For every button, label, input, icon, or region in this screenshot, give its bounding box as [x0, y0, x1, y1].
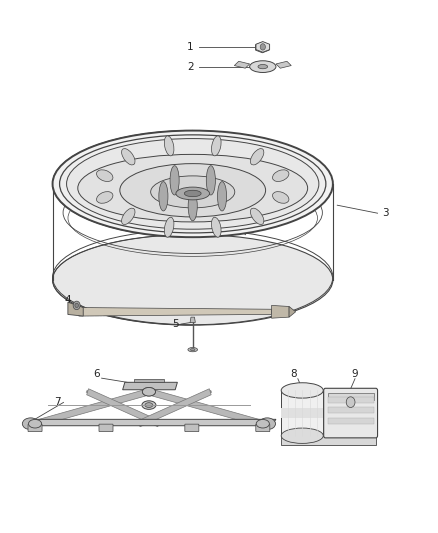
Polygon shape: [134, 379, 164, 382]
Polygon shape: [276, 61, 291, 68]
Ellipse shape: [188, 191, 197, 221]
Ellipse shape: [164, 217, 174, 237]
Polygon shape: [53, 131, 193, 325]
Polygon shape: [328, 397, 374, 403]
Polygon shape: [35, 389, 149, 427]
Ellipse shape: [188, 348, 198, 352]
Polygon shape: [256, 42, 270, 52]
Ellipse shape: [281, 428, 323, 443]
Ellipse shape: [96, 170, 113, 181]
Polygon shape: [281, 390, 323, 436]
Ellipse shape: [122, 149, 135, 165]
Polygon shape: [79, 308, 272, 316]
Ellipse shape: [272, 192, 289, 203]
Polygon shape: [272, 305, 289, 318]
Ellipse shape: [159, 182, 168, 211]
Polygon shape: [328, 418, 374, 424]
Ellipse shape: [206, 166, 215, 195]
Ellipse shape: [212, 136, 221, 156]
FancyBboxPatch shape: [99, 424, 113, 432]
Polygon shape: [26, 419, 276, 426]
Polygon shape: [87, 389, 159, 427]
Text: 6: 6: [93, 369, 100, 379]
FancyBboxPatch shape: [324, 388, 378, 438]
Text: 4: 4: [64, 295, 71, 305]
Ellipse shape: [164, 136, 174, 156]
Circle shape: [346, 397, 355, 407]
Polygon shape: [190, 317, 195, 322]
Polygon shape: [281, 436, 376, 446]
Ellipse shape: [142, 401, 156, 409]
Polygon shape: [255, 42, 269, 53]
Polygon shape: [148, 389, 263, 427]
Polygon shape: [138, 389, 211, 427]
Circle shape: [75, 303, 78, 308]
Circle shape: [73, 301, 80, 310]
Ellipse shape: [176, 187, 209, 200]
Polygon shape: [234, 61, 250, 68]
Ellipse shape: [258, 64, 268, 69]
Ellipse shape: [53, 131, 333, 237]
Text: 5: 5: [172, 319, 179, 329]
Ellipse shape: [67, 139, 319, 229]
Ellipse shape: [251, 149, 264, 165]
Ellipse shape: [60, 135, 326, 233]
Ellipse shape: [22, 418, 39, 430]
Ellipse shape: [78, 155, 307, 222]
Ellipse shape: [151, 176, 235, 208]
Polygon shape: [328, 407, 374, 413]
Ellipse shape: [145, 403, 153, 407]
Ellipse shape: [96, 192, 113, 203]
Ellipse shape: [281, 383, 323, 398]
Ellipse shape: [191, 349, 195, 351]
Ellipse shape: [120, 164, 265, 217]
Polygon shape: [68, 302, 83, 316]
FancyBboxPatch shape: [256, 424, 270, 432]
Ellipse shape: [142, 387, 155, 396]
Ellipse shape: [170, 166, 179, 195]
Text: 9: 9: [352, 369, 358, 379]
Text: 8: 8: [290, 369, 297, 379]
FancyBboxPatch shape: [185, 424, 199, 432]
FancyBboxPatch shape: [28, 424, 42, 432]
Ellipse shape: [142, 387, 155, 396]
Ellipse shape: [218, 182, 226, 211]
Polygon shape: [328, 393, 374, 400]
Text: 1: 1: [187, 42, 194, 52]
Ellipse shape: [212, 217, 221, 237]
Text: 2: 2: [187, 62, 194, 71]
Text: 3: 3: [382, 208, 389, 218]
Ellipse shape: [28, 419, 42, 428]
Ellipse shape: [250, 61, 276, 72]
Ellipse shape: [122, 208, 135, 224]
Polygon shape: [123, 382, 177, 390]
Ellipse shape: [251, 208, 264, 224]
Polygon shape: [289, 306, 296, 317]
Ellipse shape: [53, 235, 333, 325]
Ellipse shape: [272, 170, 289, 181]
Ellipse shape: [184, 190, 201, 197]
Ellipse shape: [259, 418, 276, 430]
Text: 7: 7: [53, 398, 60, 407]
Ellipse shape: [256, 419, 269, 428]
Polygon shape: [281, 408, 323, 418]
Circle shape: [260, 44, 265, 50]
